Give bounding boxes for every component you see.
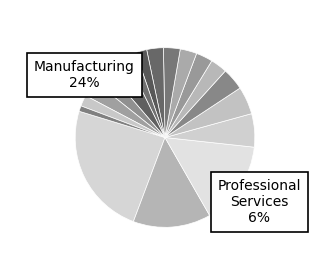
- Wedge shape: [165, 88, 251, 138]
- Wedge shape: [165, 53, 212, 138]
- Wedge shape: [165, 71, 240, 138]
- Wedge shape: [163, 48, 180, 138]
- Wedge shape: [107, 57, 165, 138]
- Text: Manufacturing
24%: Manufacturing 24%: [34, 59, 135, 90]
- Wedge shape: [136, 50, 165, 138]
- Wedge shape: [165, 138, 254, 215]
- Wedge shape: [165, 49, 197, 138]
- Wedge shape: [133, 138, 210, 227]
- Wedge shape: [95, 69, 165, 138]
- Wedge shape: [79, 106, 165, 138]
- Wedge shape: [75, 111, 165, 222]
- Wedge shape: [81, 96, 165, 138]
- Wedge shape: [85, 81, 165, 138]
- Wedge shape: [147, 48, 165, 138]
- Wedge shape: [125, 53, 165, 138]
- Wedge shape: [165, 61, 225, 138]
- Text: Professional
Services
6%: Professional Services 6%: [217, 179, 301, 226]
- Wedge shape: [165, 114, 255, 147]
